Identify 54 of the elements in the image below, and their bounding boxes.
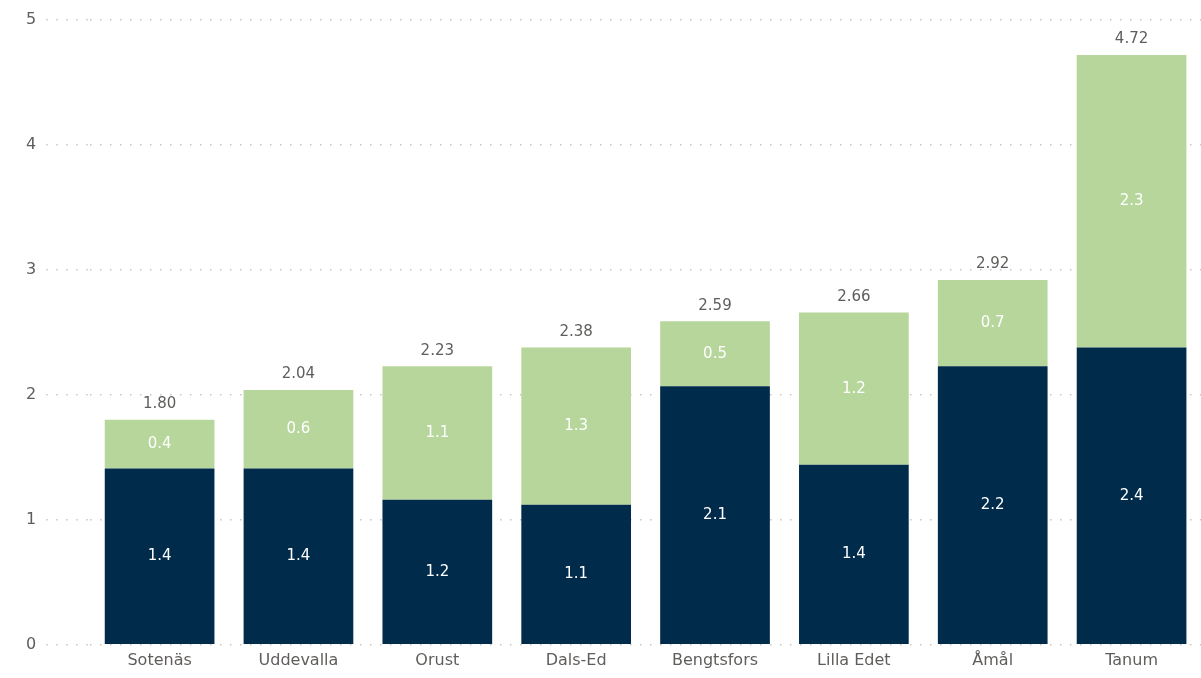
data-label: 1.4 [286,546,311,565]
bar [521,504,632,645]
data-label: 1.4 [841,544,866,563]
x-tick-label: Tanum [1104,649,1158,669]
x-tick-label: Åmål [972,649,1014,669]
bar [243,468,354,645]
x-tick-label: Uddevalla [258,649,339,669]
data-label: 2.3 [1119,191,1144,210]
total-label: 2.04 [281,364,316,383]
x-tick-label: Bengtsfors [671,649,759,669]
y-tick-label: 0 [25,633,37,653]
y-tick-label: 3 [25,259,37,279]
data-label: 1.1 [564,564,589,583]
total-label: 2.38 [559,321,593,340]
x-tick-label: Lilla Edet [817,649,891,669]
y-tick-label: 2 [25,384,37,404]
data-label: 2.2 [980,494,1005,513]
bar [1076,347,1187,645]
bar [104,419,215,469]
x-tick-label: Orust [415,649,460,669]
bar [799,312,909,465]
x-tick-label: Dals-Ed [545,649,607,669]
bar [104,468,215,645]
data-label: 1.2 [425,561,450,580]
data-label: 1.4 [147,546,172,565]
bar [382,366,493,500]
data-label: 0.7 [980,312,1005,331]
data-label: 1.1 [425,422,450,441]
data-label: 2.4 [1119,485,1144,504]
bar [243,389,354,469]
total-label: 2.92 [976,254,1010,273]
total-label: 1.80 [142,394,177,413]
x-tick-label: Sotenäs [127,649,192,669]
bar [660,386,770,645]
y-tick-label: 1 [25,509,37,528]
data-label: 0.5 [703,343,727,362]
bar [799,464,909,645]
data-label: 0.4 [147,434,172,453]
total-label: 2.23 [420,340,455,359]
bar [382,499,493,645]
y-tick-label: 4 [25,134,37,154]
data-label: 0.6 [286,419,311,438]
bar [937,366,1048,645]
data-label: 1.2 [841,378,866,397]
bar [660,321,770,387]
total-label: 4.72 [1114,29,1149,48]
y-tick-label: 5 [25,9,37,29]
total-label: 2.66 [837,286,871,305]
data-label: 1.3 [564,416,589,435]
total-label: 2.59 [698,295,732,314]
bar [521,347,632,505]
bar [1076,54,1187,348]
data-label: 2.1 [703,504,727,523]
bar [937,279,1048,367]
